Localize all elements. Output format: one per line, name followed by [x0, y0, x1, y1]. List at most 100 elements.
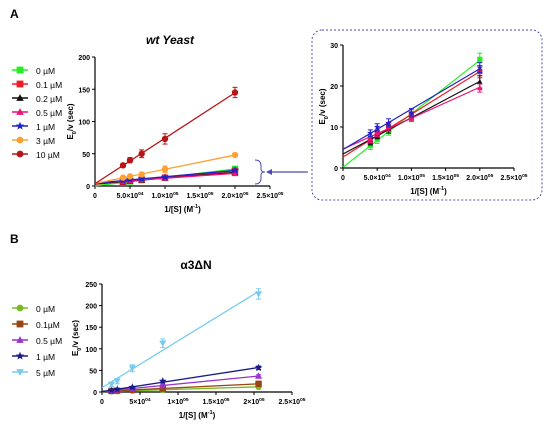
x-tick-label: 0 — [93, 193, 97, 200]
data-point — [476, 64, 484, 71]
legend-label: 3 µM — [36, 136, 55, 146]
y-tick-label: 0 — [334, 166, 338, 173]
y-axis-label-tail: /v (sec) — [318, 88, 327, 116]
legend-marker — [15, 351, 25, 360]
data-point — [137, 174, 146, 183]
y-tick-label: 30 — [330, 43, 338, 50]
x-axis-label-exponent: -1 — [439, 186, 444, 192]
x-tick-label: 1.5×1005 — [186, 191, 213, 200]
data-point — [113, 378, 121, 385]
x-tick-label-base: 0 — [341, 175, 345, 182]
x-tick-label-exponent: 05 — [173, 191, 179, 197]
x-axis-label-tail: ) — [444, 187, 447, 196]
x-tick-label-base: 0 — [93, 193, 97, 200]
y-tick-label: 150 — [85, 325, 97, 332]
y-tick-label: 50 — [89, 368, 97, 375]
x-tick-label: 2.5×1005 — [256, 191, 283, 200]
x-tick-label-base: 1.5×10 — [186, 193, 208, 200]
legend-label: 1 µM — [36, 122, 55, 132]
x-tick-label: 1.5×1005 — [202, 397, 229, 406]
legend-label: 0.1µM — [36, 320, 60, 330]
data-point — [128, 383, 137, 391]
x-tick-label-exponent: 05 — [522, 173, 528, 179]
legend-label: 5 µM — [36, 368, 55, 378]
x-tick-label-base: 2.0×10 — [466, 175, 488, 182]
legend-marker — [16, 304, 24, 312]
x-tick-label: 5×1004 — [129, 397, 151, 406]
x-tick-label-exponent: 05 — [454, 173, 460, 179]
chart-title-b: α3ΔN — [180, 258, 211, 272]
inset-connector — [254, 159, 308, 185]
data-point — [476, 78, 483, 85]
x-tick-label-base: 1.5×10 — [432, 175, 454, 182]
data-point — [126, 173, 134, 180]
x-axis-label-exponent: -1 — [208, 410, 213, 416]
y-axis-label-base: E — [71, 350, 80, 356]
y-tick-label: 20 — [330, 84, 338, 91]
data-point — [373, 123, 381, 130]
x-tick-label: 5.0×1004 — [116, 191, 143, 200]
legend-marker — [16, 108, 24, 115]
x-tick-label: 2.5×1005 — [500, 173, 527, 182]
legend-label: 0.2 µM — [36, 94, 62, 104]
x-tick-label-exponent: 05 — [419, 173, 425, 179]
legend-marker — [16, 94, 24, 101]
legend-marker — [16, 369, 24, 376]
data-point — [408, 109, 415, 116]
y-axis-label-tail: /v (sec) — [71, 320, 80, 348]
data-point — [231, 89, 239, 96]
data-point — [255, 380, 262, 387]
data-point — [159, 340, 167, 347]
x-tick-label-base: 5.0×10 — [116, 193, 138, 200]
data-point — [119, 174, 127, 181]
data-point — [158, 377, 167, 385]
y-tick-label: 200 — [78, 55, 90, 62]
x-tick-label: 2.0×1005 — [221, 191, 248, 200]
panel-label-b: B — [10, 232, 19, 246]
data-point — [231, 151, 239, 159]
data-point — [113, 385, 122, 393]
x-tick-label-base: 5×10 — [129, 399, 145, 406]
x-tick-label-exponent: 05 — [488, 173, 494, 179]
y-tick-label: 10 — [330, 125, 338, 132]
x-tick-label-exponent: 04 — [145, 397, 151, 403]
legend-label: 0.5 µM — [36, 336, 62, 346]
x-axis-label: 1/[S] (M-1) — [179, 410, 216, 420]
y-axis-label-base: E — [318, 119, 327, 125]
legend-marker — [16, 136, 24, 144]
inset-frame — [311, 29, 543, 201]
data-point — [374, 130, 381, 136]
data-point — [119, 162, 127, 169]
x-tick-label-base: 0 — [100, 399, 104, 406]
data-point — [159, 385, 166, 392]
data-point — [367, 129, 374, 136]
data-point — [231, 169, 239, 177]
y-tick-label: 100 — [78, 120, 90, 127]
data-point — [255, 372, 263, 379]
x-tick-label-base: 2.5×10 — [256, 193, 278, 200]
y-tick-label: 150 — [78, 87, 90, 94]
data-point — [138, 150, 145, 157]
data-point — [254, 363, 263, 372]
y-tick-label: 50 — [82, 152, 90, 159]
y-axis-label: E0/v (sec) — [318, 88, 330, 124]
x-tick-label-base: 2×10 — [243, 399, 259, 406]
x-tick-label-exponent: 05 — [183, 397, 189, 403]
y-axis-label-subscript: 0 — [77, 348, 83, 351]
legend-marker — [15, 121, 25, 130]
legend-label: 10 µM — [36, 150, 60, 160]
data-point — [231, 166, 239, 174]
x-tick-label-exponent: 05 — [278, 191, 284, 197]
chart-title-a: wt Yeast — [146, 33, 195, 47]
x-tick-label-exponent: 05 — [243, 191, 249, 197]
y-axis-label: E0/v (sec) — [71, 320, 83, 356]
y-tick-label: 0 — [93, 390, 97, 397]
x-axis-label-base: 1/[S] (M — [164, 205, 193, 214]
series-line — [101, 366, 259, 393]
data-point — [128, 365, 136, 372]
x-tick-label: 2×1005 — [243, 397, 265, 406]
x-tick-label-exponent: 05 — [259, 397, 265, 403]
data-point — [161, 166, 169, 173]
legend-marker — [16, 320, 24, 328]
x-tick-label-base: 5.0×10 — [364, 175, 386, 182]
